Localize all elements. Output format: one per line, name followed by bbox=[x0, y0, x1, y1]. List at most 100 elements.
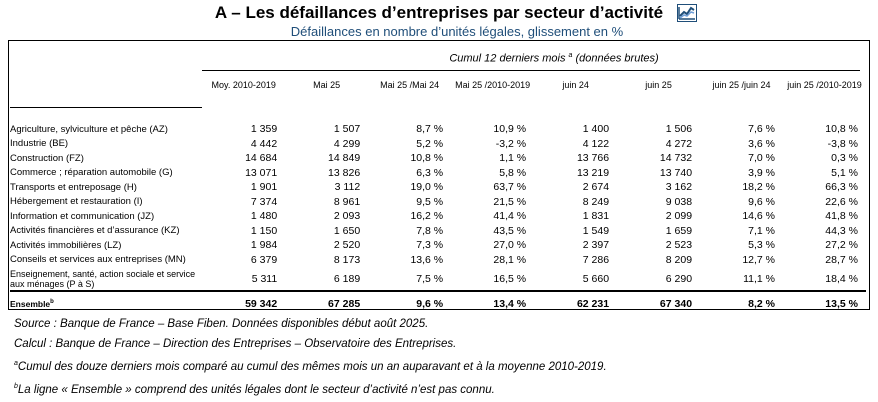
table-cell: 16,2 % bbox=[410, 210, 444, 223]
table-cell: 8 209 bbox=[665, 253, 693, 266]
footnotes: Source : Banque de France – Base Fiben. … bbox=[14, 314, 607, 400]
table-cell: 7,1 % bbox=[748, 224, 776, 237]
column-header: juin 25 /2010-2019 bbox=[787, 80, 862, 90]
total-cell: 59 342 bbox=[202, 290, 286, 315]
table-cell: 0,3 % bbox=[831, 152, 858, 165]
total-cell: 67 340 bbox=[617, 290, 701, 315]
page-title: A – Les défaillances d’entreprises par s… bbox=[214, 3, 664, 22]
table-cell: 3,9 % bbox=[748, 166, 776, 179]
note-b: bLa ligne « Ensemble » comprend des unit… bbox=[14, 377, 607, 400]
table-cell: 1 650 bbox=[333, 224, 361, 237]
table-cell: 3 162 bbox=[665, 181, 693, 194]
table-cell: 1 507 bbox=[333, 123, 361, 136]
note-source: Source : Banque de France – Base Fiben. … bbox=[14, 318, 429, 330]
table-row: Agriculture, sylviculture et pêche (AZ) 1… bbox=[10, 122, 866, 137]
table-cell: 7,3 % bbox=[416, 239, 444, 252]
row-label: Activités immobilières (LZ) bbox=[10, 239, 122, 251]
row-label: Commerce ; réparation automobile (G) bbox=[10, 167, 173, 179]
table-cell: 6 189 bbox=[333, 272, 361, 285]
defaillances-table: Moy. 2010-2019 Mai 25 Mai 25 /Mai 24 Mai… bbox=[10, 77, 866, 315]
table-cell: 5 311 bbox=[251, 272, 278, 285]
table-cell: 1 549 bbox=[582, 224, 610, 237]
title-row: A – Les défaillances d’entreprises par s… bbox=[0, 2, 878, 24]
table-row: Hébergement et restauration (I) 7 374 8 96… bbox=[10, 195, 866, 210]
table-cell: 16,5 % bbox=[493, 272, 527, 285]
total-label: Ensembleb bbox=[10, 290, 203, 315]
table-cell: 6 379 bbox=[250, 253, 278, 266]
cumul-sup: a bbox=[568, 52, 573, 59]
table-cell: 4 122 bbox=[582, 137, 610, 150]
table-cell: 2 099 bbox=[665, 210, 693, 223]
table-cell: 2 674 bbox=[582, 181, 610, 194]
row-label: Conseils et services aux entreprises (MN… bbox=[10, 254, 186, 266]
table-row: Commerce ; réparation automobile (G) 13 0… bbox=[10, 166, 866, 181]
note-b-text: La ligne « Ensemble » comprend des unité… bbox=[17, 383, 495, 396]
table-cell: 4 299 bbox=[333, 137, 361, 150]
table-cell: 7 374 bbox=[250, 195, 278, 208]
row-label: Construction (FZ) bbox=[10, 152, 84, 164]
table-cell: 8,7 % bbox=[416, 123, 444, 136]
column-header: juin 25 bbox=[645, 80, 672, 90]
table-cell: 5,8 % bbox=[499, 166, 527, 179]
table-row: Conseils et services aux entreprises (MN… bbox=[10, 253, 866, 268]
row-label: Transports et entreposage (H) bbox=[10, 181, 137, 193]
table-cell: 4 272 bbox=[665, 137, 693, 150]
table-cell: 2 397 bbox=[582, 239, 610, 252]
column-header: Moy. 2010-2019 bbox=[211, 80, 276, 90]
table-cell: 7 286 bbox=[582, 253, 610, 266]
table-row: Enseignement, santé, action sociale et s… bbox=[10, 267, 866, 291]
note-a-text: Cumul des douze derniers mois comparé au… bbox=[17, 360, 607, 373]
cumul-header: Cumul 12 derniers mois a (données brutes… bbox=[0, 52, 878, 65]
row-label: Enseignement, santé, action sociale et s… bbox=[10, 268, 196, 289]
table-cell: -3,8 % bbox=[827, 137, 858, 150]
table-cell: 13,6 % bbox=[410, 253, 444, 266]
table-cell: 1 901 bbox=[250, 181, 278, 194]
table-cell: -3,2 % bbox=[495, 137, 527, 150]
line-chart-icon bbox=[677, 4, 697, 22]
table-cell: 41,4 % bbox=[493, 210, 527, 223]
table-cell: 28,1 % bbox=[493, 253, 527, 266]
column-header: Mai 25 /Mai 24 bbox=[380, 80, 440, 90]
table-cell: 13 219 bbox=[576, 166, 610, 179]
table-cell: 27,2 % bbox=[825, 239, 858, 252]
column-header-row: Moy. 2010-2019 Mai 25 Mai 25 /Mai 24 Mai… bbox=[10, 77, 866, 93]
total-label-text: Ensemble bbox=[10, 298, 51, 309]
table-cell: 63,7 % bbox=[493, 181, 527, 194]
table-cell: 27,0 % bbox=[493, 239, 527, 252]
row-label: Information et communication (JZ) bbox=[10, 210, 155, 222]
table-cell: 9,6 % bbox=[748, 195, 776, 208]
table-cell: 43,5 % bbox=[493, 224, 527, 237]
table-cell: 13 826 bbox=[328, 166, 361, 179]
table-cell: 5 660 bbox=[582, 272, 610, 285]
table-cell: 10,8 % bbox=[825, 123, 858, 136]
table-cell: 18,2 % bbox=[742, 181, 776, 194]
table-cell: 7,8 % bbox=[416, 224, 444, 237]
table-cell: 8 173 bbox=[333, 253, 361, 266]
row-label: Hébergement et restauration (I) bbox=[10, 196, 143, 208]
table-cell: 7,0 % bbox=[748, 152, 776, 165]
table-row: Transports et entreposage (H) 1 901 3 112 1… bbox=[10, 180, 866, 195]
table-cell: 66,3 % bbox=[825, 181, 858, 194]
table-cell: 10,9 % bbox=[493, 123, 527, 136]
table-cell: 14,6 % bbox=[742, 210, 776, 223]
table-cell: 10,8 % bbox=[410, 152, 444, 165]
note-calcul: Calcul : Banque de France – Direction de… bbox=[14, 338, 457, 350]
total-cell: 13,4 % bbox=[451, 290, 535, 315]
table-cell: 1 150 bbox=[250, 224, 278, 237]
table-cell: 1 359 bbox=[250, 123, 278, 136]
note-a: aCumul des douze derniers mois comparé a… bbox=[14, 354, 607, 377]
table-row: Industrie (BE) 4 442 4 299 5,2 % -3,2 % 4 122… bbox=[10, 137, 866, 152]
table-cell: 5,2 % bbox=[416, 137, 444, 150]
table-cell: 6 290 bbox=[665, 272, 693, 285]
table-cell: 3 112 bbox=[334, 181, 361, 194]
column-header: juin 25 /juin 24 bbox=[712, 80, 771, 90]
total-cell: 62 231 bbox=[534, 290, 618, 315]
table-body: Agriculture, sylviculture et pêche (AZ) 1… bbox=[10, 122, 866, 315]
row-label: Industrie (BE) bbox=[10, 138, 69, 150]
table-cell: 2 523 bbox=[665, 239, 693, 252]
table-cell: 14 849 bbox=[328, 152, 361, 165]
header-gap bbox=[10, 108, 866, 123]
table-cell: 1 831 bbox=[582, 210, 610, 223]
table-cell: 2 520 bbox=[333, 239, 361, 252]
total-cell: 67 285 bbox=[285, 290, 369, 315]
